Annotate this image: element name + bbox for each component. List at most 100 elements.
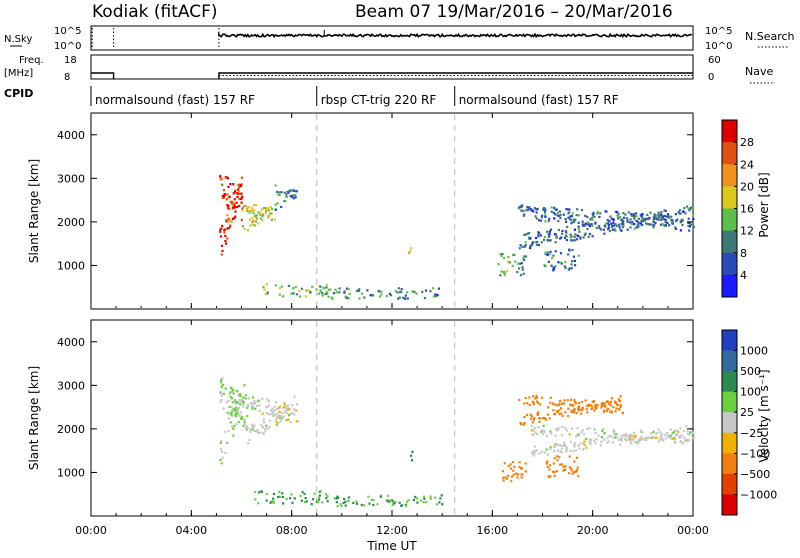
echo-cell xyxy=(646,213,649,216)
echo-cell xyxy=(556,444,559,447)
echo-cell xyxy=(511,264,514,267)
echo-cell xyxy=(549,228,553,231)
freq-trace xyxy=(91,72,693,80)
echo-cell xyxy=(596,210,600,213)
echo-cell xyxy=(380,290,383,293)
echo-cell xyxy=(587,404,590,407)
echo-cell xyxy=(518,465,521,469)
echo-cell xyxy=(317,499,320,502)
echo-cell xyxy=(621,411,625,414)
echo-cell xyxy=(267,400,270,403)
echo-cell xyxy=(543,210,547,213)
echo-cell xyxy=(633,227,636,230)
echo-cell xyxy=(343,290,346,293)
echo-cell xyxy=(261,412,264,415)
echo-cell xyxy=(507,260,510,263)
echo-cell xyxy=(273,218,276,221)
echo-cell xyxy=(358,297,361,300)
echo-cell xyxy=(289,194,292,198)
echo-cell xyxy=(250,206,253,209)
echo-cell xyxy=(347,297,350,300)
echo-cell xyxy=(324,293,327,296)
echo-cell xyxy=(402,296,405,299)
echo-cell xyxy=(289,497,292,500)
echo-cell xyxy=(523,416,526,419)
echo-cell xyxy=(432,287,435,290)
echo-cell xyxy=(622,433,625,437)
echo-cell xyxy=(285,418,288,422)
echo-cell xyxy=(565,239,569,242)
echo-cell xyxy=(274,284,277,287)
echo-cell xyxy=(533,453,536,456)
echo-cell xyxy=(570,222,573,225)
echo-cell xyxy=(357,289,361,292)
echo-cell xyxy=(578,402,581,405)
echo-cell xyxy=(683,207,686,210)
echo-cell xyxy=(233,198,236,201)
echo-cell xyxy=(671,431,674,435)
echo-cell xyxy=(243,420,246,424)
echo-cell xyxy=(532,418,535,421)
echo-cell xyxy=(423,497,426,500)
echo-cell xyxy=(550,206,553,209)
echo-cell xyxy=(537,411,540,414)
echo-cell xyxy=(674,220,678,223)
echo-cell xyxy=(678,209,681,212)
echo-cell xyxy=(295,190,298,193)
echo-cell xyxy=(247,209,250,213)
echo-cell xyxy=(503,271,506,274)
echo-cell xyxy=(652,216,655,219)
echo-cell xyxy=(273,413,276,416)
echo-cell xyxy=(554,233,557,236)
echo-cell xyxy=(570,218,573,221)
echo-cell xyxy=(258,491,261,494)
echo-cell xyxy=(674,226,677,229)
echo-cell xyxy=(566,399,569,402)
echo-cell xyxy=(340,504,343,507)
echo-cell xyxy=(261,219,264,222)
echo-cell xyxy=(224,228,227,231)
echo-cell xyxy=(305,500,308,503)
echo-cell xyxy=(342,501,345,504)
echo-cell xyxy=(234,399,237,402)
echo-cell xyxy=(291,411,294,414)
echo-cell xyxy=(540,430,543,433)
echo-cell xyxy=(574,233,577,236)
echo-cell xyxy=(553,403,557,406)
echo-cell xyxy=(286,408,289,411)
echo-cell xyxy=(558,463,562,466)
echo-cell xyxy=(224,176,227,179)
echo-cell xyxy=(304,497,307,500)
echo-cell xyxy=(688,433,691,436)
echo-cell xyxy=(227,204,230,207)
echo-cell xyxy=(633,217,636,220)
echo-cell xyxy=(630,442,633,445)
echo-cell xyxy=(517,262,520,265)
echo-cell xyxy=(360,503,363,507)
echo-cell xyxy=(576,433,579,436)
echo-cell xyxy=(221,224,224,228)
echo-cell xyxy=(499,253,502,256)
echo-cell xyxy=(528,396,531,399)
echo-cell xyxy=(692,218,695,221)
echo-cell xyxy=(339,503,342,506)
colorbar-swatch xyxy=(722,230,737,254)
echo-cell xyxy=(624,213,627,216)
echo-cell xyxy=(548,468,551,471)
echo-cell xyxy=(570,469,573,472)
echo-region xyxy=(274,184,298,211)
echo-cell xyxy=(593,215,596,218)
echo-cell xyxy=(275,416,278,419)
echo-cell xyxy=(626,218,629,222)
echo-cell xyxy=(588,438,591,441)
echo-cell xyxy=(674,441,677,444)
echo-cell xyxy=(624,434,627,438)
echo-cell xyxy=(544,220,547,223)
echo-cell xyxy=(512,469,515,472)
echo-cell xyxy=(244,204,247,207)
echo-cell xyxy=(564,427,567,430)
echo-cell xyxy=(329,288,332,291)
echo-cell xyxy=(594,431,597,435)
echo-cell xyxy=(219,391,222,394)
echo-cell xyxy=(612,228,615,231)
